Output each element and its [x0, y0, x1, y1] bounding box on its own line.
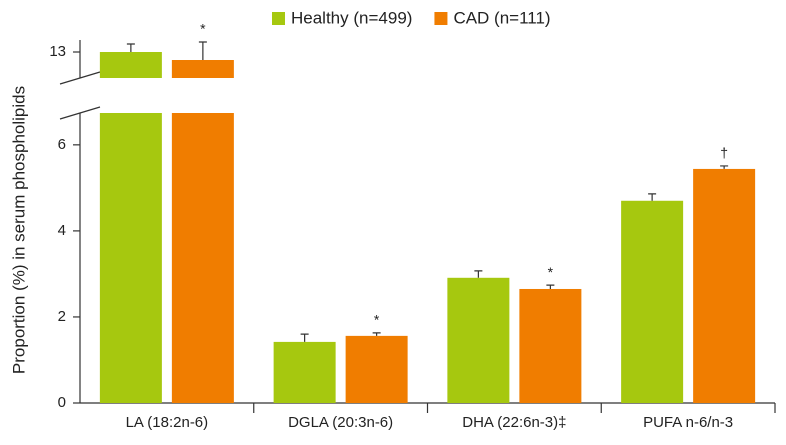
error-bar [372, 332, 381, 336]
y-tick-label: 6 [58, 136, 66, 153]
error-bar [648, 193, 657, 201]
bar [345, 335, 408, 403]
legend-label: CAD (n=111) [453, 8, 550, 27]
annotation: † [720, 145, 728, 161]
bar-upper [99, 52, 162, 78]
error-bar [474, 270, 483, 278]
axis-break [59, 106, 101, 120]
y-tick-label: 13 [49, 43, 66, 60]
bar [447, 277, 510, 403]
y-tick-label: 4 [58, 222, 66, 239]
error-bar [126, 43, 135, 52]
bar [693, 168, 756, 403]
axis-break [59, 71, 101, 85]
x-tick-label: LA (18:2n-6) [126, 414, 209, 431]
error-bar [546, 284, 555, 289]
bar [99, 113, 162, 403]
y-tick-label: 2 [58, 308, 66, 325]
annotation: * [200, 21, 206, 37]
legend-swatch [434, 12, 448, 25]
bar [171, 113, 234, 403]
annotation: * [548, 264, 554, 280]
error-bar [720, 165, 729, 169]
annotation: * [374, 312, 380, 328]
x-tick-label: DGLA (20:3n-6) [288, 414, 393, 431]
x-tick-label: PUFA n-6/n-3 [643, 414, 733, 431]
error-bar [300, 333, 309, 342]
x-tick-label: DHA (22:6n-3)‡ [462, 414, 566, 431]
bar [273, 341, 336, 403]
y-tick-label: 0 [58, 394, 66, 411]
legend-swatch [272, 12, 285, 25]
bar [519, 288, 582, 403]
y-axis-label: Proportion (%) in serum phospholipids [9, 86, 28, 374]
bar [621, 200, 684, 403]
error-bar [198, 41, 207, 60]
legend-label: Healthy (n=499) [291, 8, 412, 27]
bar-upper [171, 60, 234, 78]
